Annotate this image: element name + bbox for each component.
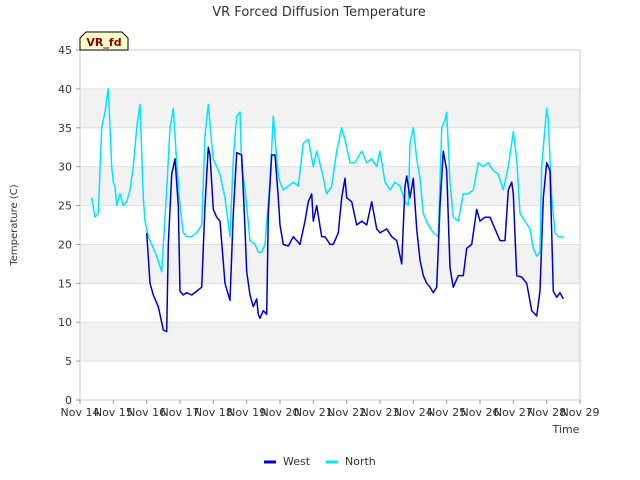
vr-fd-badge: VR_fd: [79, 31, 129, 51]
x-tick-label: Nov 14: [61, 406, 100, 419]
x-tick-label: Nov 28: [527, 406, 566, 419]
y-tick-label: 15: [58, 277, 72, 290]
x-axis-label: Time: [552, 423, 580, 436]
y-axis-ticks: 0 5 10 15 20 25 30 35 40 45: [58, 44, 80, 407]
legend-label: West: [283, 455, 311, 468]
y-tick-label: 25: [58, 200, 72, 213]
series-layer: [90, 88, 564, 333]
x-tick-label: Nov 27: [494, 406, 533, 419]
plot-band: [80, 88, 580, 128]
x-tick-label: Nov 19: [227, 406, 266, 419]
legend-item-north: North: [326, 455, 376, 468]
y-axis-label: Temperature (C): [9, 184, 20, 266]
legend-label: North: [345, 455, 376, 468]
y-tick-label: 10: [58, 316, 72, 329]
x-tick-label: Nov 22: [327, 406, 366, 419]
y-tick-label: 45: [58, 44, 72, 57]
x-tick-label: Nov 23: [361, 406, 400, 419]
plot-band: [80, 361, 580, 400]
x-tick-label: Nov 17: [161, 406, 200, 419]
x-tick-label: Nov 29: [561, 406, 600, 419]
badge-label: VR_fd: [86, 36, 121, 49]
x-tick-label: Nov 16: [127, 406, 166, 419]
x-tick-label: Nov 24: [394, 406, 433, 419]
x-tick-label: Nov 21: [294, 406, 333, 419]
plot-band: [80, 283, 580, 323]
y-tick-label: 35: [58, 122, 72, 135]
y-tick-label: 30: [58, 161, 72, 174]
x-tick-label: Nov 25: [427, 406, 466, 419]
y-tick-label: 40: [58, 83, 72, 96]
plot-frame: [79, 49, 581, 401]
plot-band: [80, 127, 580, 167]
plot-band: [80, 166, 580, 206]
x-tick-label: Nov 18: [194, 406, 233, 419]
chart-title: VR Forced Diffusion Temperature: [212, 5, 426, 20]
y-tick-label: 5: [65, 355, 72, 368]
x-tick-label: Nov 15: [94, 406, 133, 419]
series-line-north: [90, 88, 564, 273]
legend-item-west: West: [264, 455, 311, 468]
y-tick-label: 20: [58, 238, 72, 251]
plot-band: [80, 322, 580, 362]
x-tick-label: Nov 26: [461, 406, 500, 419]
legend: West North: [264, 455, 376, 468]
series-line-west: [145, 146, 564, 333]
y-tick-label: 0: [65, 394, 72, 407]
badge-shape: [79, 31, 129, 51]
plot-band: [80, 50, 580, 89]
plot-background: [80, 50, 580, 400]
x-tick-label: Nov 20: [261, 406, 300, 419]
